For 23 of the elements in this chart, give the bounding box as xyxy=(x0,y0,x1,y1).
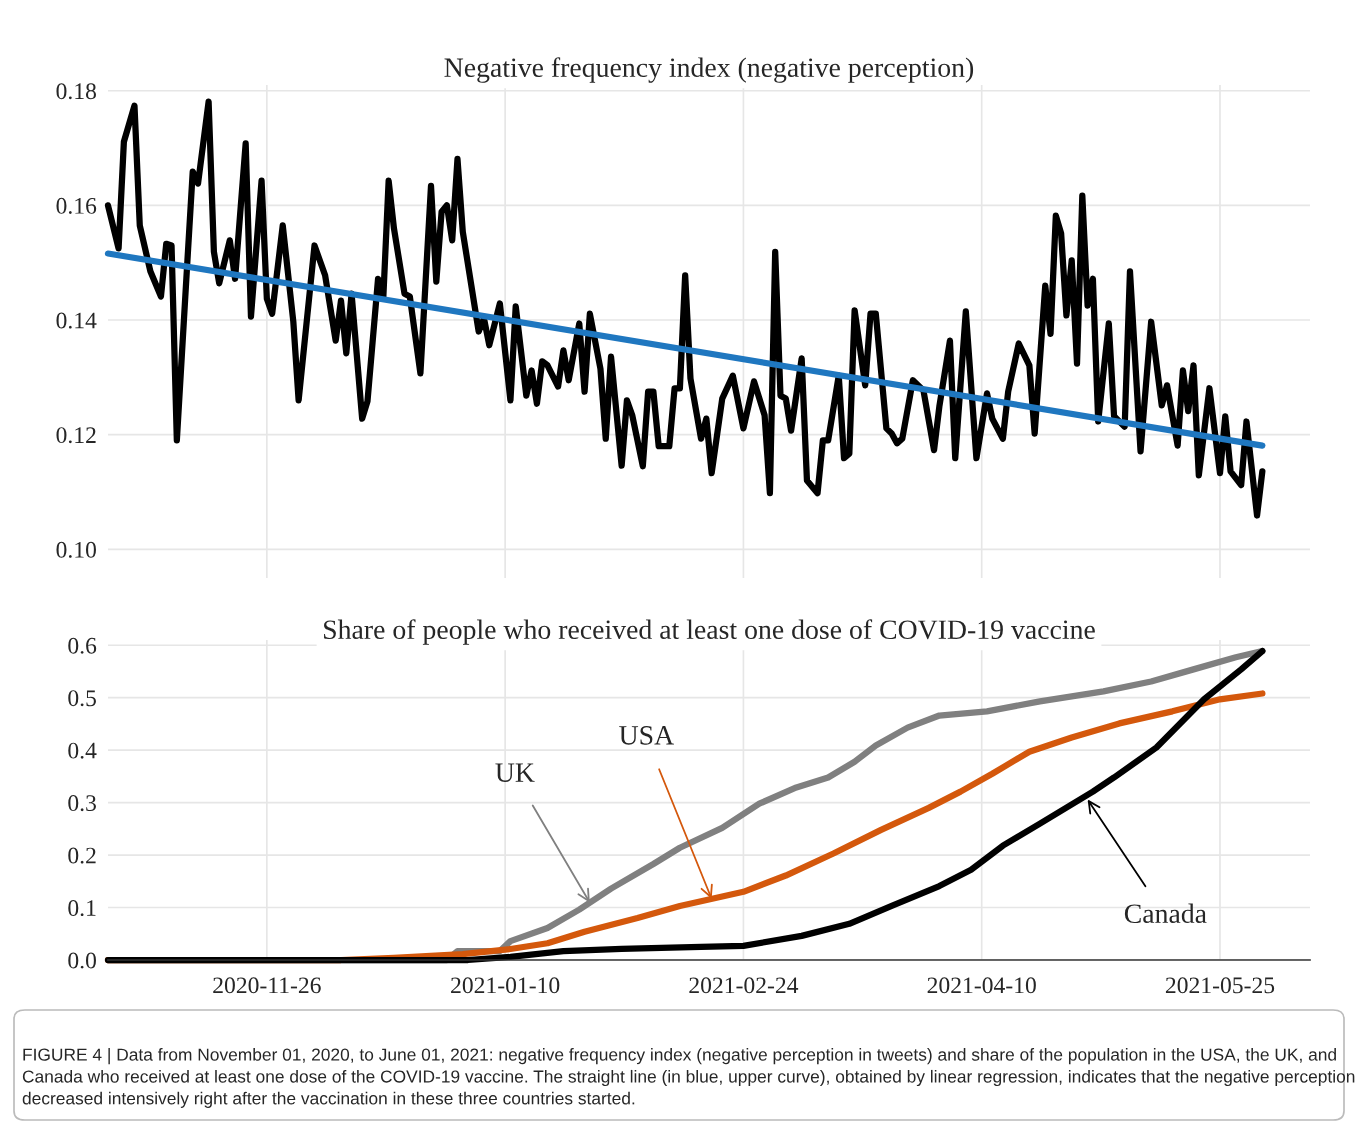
y-tick-label: 0.6 xyxy=(68,637,97,654)
y-tick-label: 0.14 xyxy=(56,312,97,329)
annotation: Canada xyxy=(1124,903,1207,924)
x-tick-label: 2020-11-26 xyxy=(213,977,321,994)
y-tick-label: 0.3 xyxy=(68,795,96,812)
x-tick-label: 2021-04-10 xyxy=(927,977,1036,994)
x-tick-label: 2021-02-24 xyxy=(689,977,799,994)
y-tick-label: 0.0 xyxy=(68,952,96,969)
chart-title: Negative frequency index (negative perception) xyxy=(444,57,974,83)
x-tick-label: 2021-05-25 xyxy=(1165,977,1275,994)
y-tick-label: 0.5 xyxy=(68,690,96,707)
y-tick-label: 0.4 xyxy=(68,742,97,759)
x-tick-label: 2021-01-10 xyxy=(451,977,560,994)
annotation: USA xyxy=(619,726,674,745)
y-tick-label: 0.18 xyxy=(56,83,96,100)
y-tick-label: 0.16 xyxy=(56,197,97,214)
caption: FIGURE 4 | Data from November 01, 2020, to June 01, 2021: negative frequency index (negative perception in tweets) and share of the population in the USA, the UK, and Canada who received at least one dose of the COVID-19 vaccine. The straight line (in blue, upper curve), obtained by linear regression, indicates that the negative perception decreased intensively right after the vaccination in these three countries started. xyxy=(22,1048,1355,1108)
y-tick-label: 0.1 xyxy=(68,900,96,917)
annotation: UK xyxy=(495,763,535,782)
y-tick-label: 0.2 xyxy=(68,847,96,864)
y-tick-label: 0.12 xyxy=(56,427,96,444)
chart-title: Share of people who received at least one dose of COVID-19 vaccine xyxy=(324,619,1095,645)
y-tick-label: 0.10 xyxy=(56,541,96,558)
